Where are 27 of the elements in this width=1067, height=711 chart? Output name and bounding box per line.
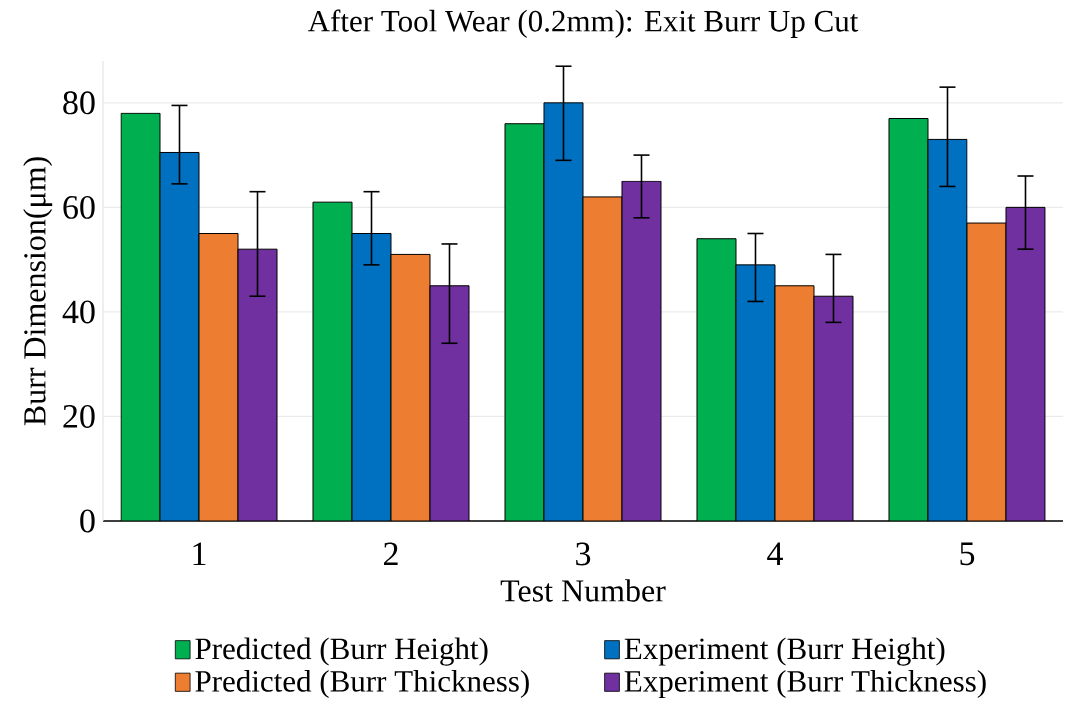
y-tick-label: 60	[63, 195, 95, 219]
y-tick-label: 20	[63, 404, 95, 428]
legend-label: Experiment (Burr Thickness)	[624, 669, 986, 699]
x-tick-label: 3	[576, 542, 591, 566]
bar	[735, 264, 776, 521]
bar	[351, 233, 392, 521]
bar	[159, 151, 200, 521]
legend-label: Predicted (Burr Height)	[195, 637, 488, 666]
x-axis-title: Test Number	[500, 579, 666, 602]
y-axis-title: Burr Dimension(μm)	[23, 157, 53, 426]
y-tick-label: 0	[80, 509, 95, 533]
bar	[927, 138, 968, 521]
x-tick-label: 1	[193, 542, 206, 566]
legend-label: Predicted (Burr Thickness)	[195, 669, 529, 699]
bar	[582, 196, 623, 521]
bar	[966, 222, 1007, 521]
bar	[390, 253, 431, 521]
legend-label: Experiment (Burr Height)	[624, 637, 945, 666]
x-tick-label: 4	[767, 542, 783, 565]
bar	[774, 285, 815, 521]
bar	[543, 102, 584, 521]
y-tick-label: 80	[63, 91, 95, 115]
chart-title: After Tool Wear (0.2mm): Exit Burr Up Cut	[307, 9, 859, 38]
bar	[198, 233, 239, 521]
x-tick-label: 5	[960, 542, 975, 566]
y-tick-label: 40	[62, 300, 95, 324]
x-tick-label: 2	[384, 542, 398, 566]
